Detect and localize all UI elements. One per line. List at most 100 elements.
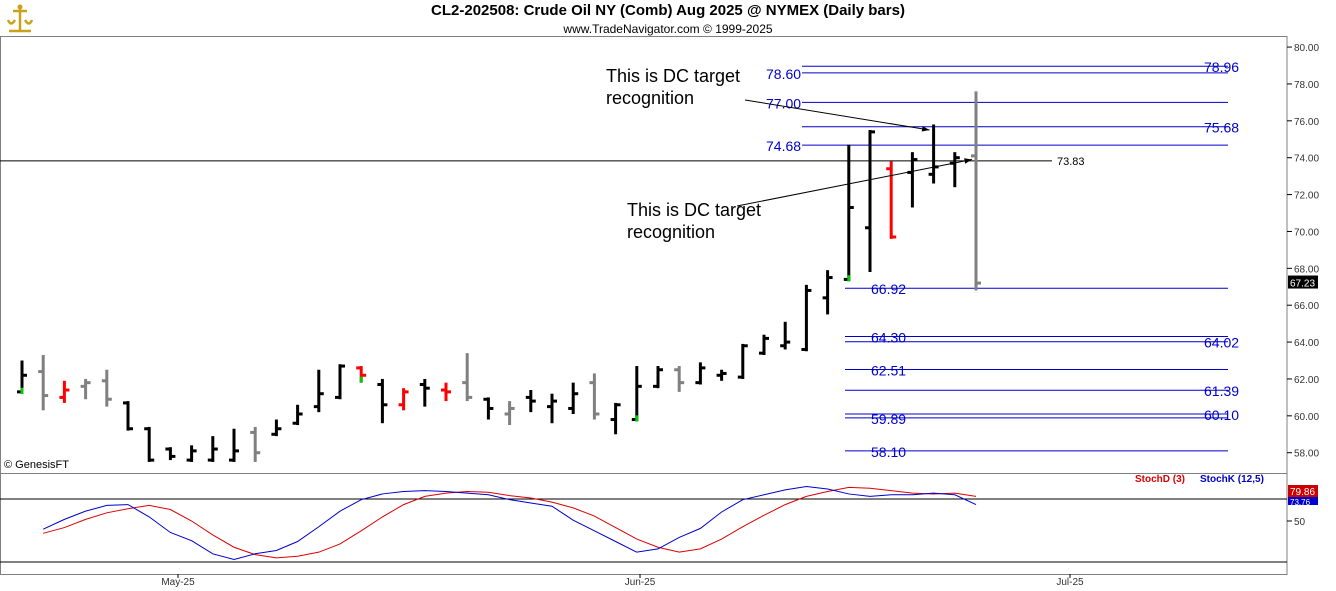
stochastic-panel-border xyxy=(0,473,1288,575)
price-bar xyxy=(865,130,875,273)
price-bar xyxy=(631,366,642,422)
level-label-left: 58.10 xyxy=(871,444,906,460)
price-bar xyxy=(292,404,303,426)
annotation-text: recognition xyxy=(606,88,694,108)
date-tick-label: Jul-25 xyxy=(1056,577,1084,588)
price-tick-label: 60.00 xyxy=(1294,412,1319,423)
price-bar xyxy=(144,426,155,462)
price-tick-label: 64.00 xyxy=(1294,338,1319,349)
price-bar xyxy=(38,354,49,411)
price-bar xyxy=(716,369,727,381)
price-bar xyxy=(441,382,451,402)
price-bar xyxy=(737,343,748,379)
price-tick-label: 72.00 xyxy=(1294,191,1319,202)
price-bar xyxy=(504,401,515,426)
price-bars xyxy=(17,91,981,462)
annotation-text: This is DC target xyxy=(606,66,740,86)
price-bar xyxy=(335,364,345,400)
price-bar xyxy=(462,353,473,402)
stoch-line xyxy=(43,486,977,559)
level-label-left: 78.60 xyxy=(766,66,801,82)
price-bar xyxy=(398,388,409,411)
price-bar xyxy=(949,152,960,188)
price-bar xyxy=(419,378,430,407)
level-label-left: 64.30 xyxy=(871,330,906,346)
price-tick-label: 62.00 xyxy=(1294,375,1319,386)
level-label-left: 77.00 xyxy=(766,95,801,111)
annotation-text: This is DC target xyxy=(627,200,761,220)
price-bar xyxy=(547,393,557,424)
last-price-box xyxy=(1288,275,1318,289)
arrow-head xyxy=(964,158,972,164)
price-bar xyxy=(80,378,91,400)
annotation-arrow xyxy=(736,159,973,207)
level-label-right: 75.68 xyxy=(1204,120,1239,136)
level-label-right: 78.96 xyxy=(1204,59,1239,75)
price-tick-label: 74.00 xyxy=(1294,154,1319,165)
arrow-head xyxy=(921,126,930,132)
price-tick-label: 58.00 xyxy=(1294,449,1319,460)
price-bar xyxy=(483,397,494,420)
price-bar xyxy=(377,378,388,424)
price-bar xyxy=(971,91,981,291)
stochK-value-box xyxy=(1288,497,1318,505)
level-label-left: 74.68 xyxy=(766,138,801,154)
price-bar xyxy=(229,428,239,462)
level-label-left: 66.92 xyxy=(871,281,906,297)
level-label-right: 64.02 xyxy=(1204,335,1239,351)
chart-title: CL2-202508: Crude Oil NY (Comb) Aug 2025… xyxy=(431,2,905,19)
price-bar xyxy=(17,360,27,394)
horizontal-line-label: 73.83 xyxy=(1057,156,1085,168)
price-bar xyxy=(653,366,663,389)
price-bar xyxy=(610,402,621,435)
projection-levels: 73.83 78.60 77.00 74.68 66.92 64.30 62.51 59.89… xyxy=(0,59,1239,460)
annotation-text: recognition xyxy=(627,222,715,242)
level-label-right: 60.10 xyxy=(1204,407,1239,423)
price-bar xyxy=(780,321,791,350)
annotation-arrow xyxy=(744,99,930,131)
stochD-value-box xyxy=(1288,485,1318,497)
price-bar xyxy=(165,447,176,461)
stoch-tick-label: 50 xyxy=(1294,517,1306,528)
price-bar xyxy=(674,366,685,392)
chart-subtitle: www.TradeNavigator.com © 1999-2025 xyxy=(563,22,773,36)
price-bar xyxy=(568,382,579,414)
price-bar xyxy=(759,334,769,355)
date-tick-label: May-25 xyxy=(161,577,195,588)
price-tick-label: 78.00 xyxy=(1294,80,1319,91)
price-bar xyxy=(928,124,939,184)
price-bar xyxy=(313,369,324,413)
price-bar xyxy=(843,144,854,282)
price-bar xyxy=(271,419,282,437)
price-bar xyxy=(186,445,197,462)
price-tick-label: 76.00 xyxy=(1294,117,1319,128)
chart-frame xyxy=(0,36,1288,575)
level-label-right: 61.39 xyxy=(1204,383,1239,399)
price-tick-label: 70.00 xyxy=(1294,227,1319,238)
stoch-line xyxy=(42,486,977,561)
level-label-left: 62.51 xyxy=(871,363,906,379)
price-bar xyxy=(886,161,897,239)
price-tick-label: 66.00 xyxy=(1294,301,1319,312)
stochD-value: 79.86 xyxy=(1290,487,1315,498)
last-price-label: 67.23 xyxy=(1290,279,1315,290)
price-tick-label: 80.00 xyxy=(1294,43,1319,54)
price-bar xyxy=(695,362,706,385)
price-bar xyxy=(822,270,833,315)
price-bar xyxy=(250,426,261,462)
price-bar xyxy=(801,284,812,352)
price-bar xyxy=(589,373,600,420)
legend-stochK: StochK (12,5) xyxy=(1200,474,1264,485)
price-bar xyxy=(207,436,218,462)
price-bar xyxy=(59,380,70,403)
axes: 80.00 78.00 76.00 74.00 72.00 70.00 68.00 66.00… xyxy=(161,43,1319,588)
price-bar xyxy=(525,390,536,413)
legend-stochD: StochD (3) xyxy=(1135,474,1185,485)
price-bar xyxy=(123,401,133,431)
date-tick-label: Jun-25 xyxy=(625,577,656,588)
